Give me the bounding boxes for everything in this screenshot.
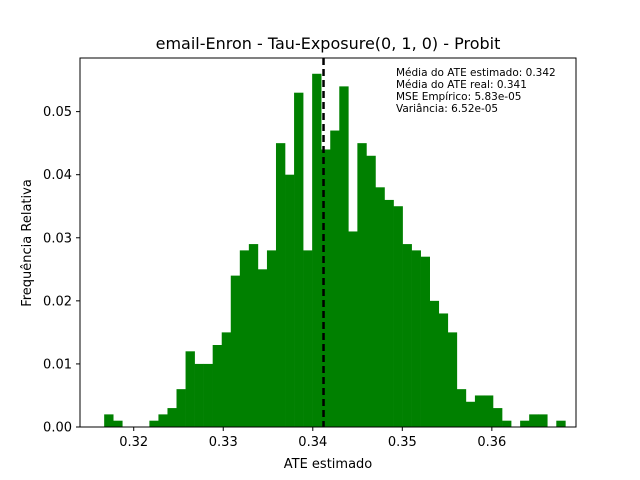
x-tick-label: 0.35 (388, 435, 417, 450)
histogram-bar (411, 250, 421, 427)
x-ticks: 0.32 0.33 0.34 0.35 0.36 (119, 427, 506, 450)
histogram-bar (194, 363, 204, 427)
histogram-bar (149, 420, 159, 427)
annotation-mean-real: Média do ATE real: 0.341 (396, 79, 527, 91)
y-tick-label: 0.02 (43, 294, 72, 309)
histogram-bar (456, 389, 467, 427)
histogram-bar (230, 275, 241, 427)
histogram-bar (221, 332, 232, 427)
histogram-bar (465, 401, 476, 427)
histogram-bar (212, 345, 223, 427)
bars-group (104, 73, 566, 428)
histogram-bar (438, 313, 449, 427)
histogram-bar (257, 269, 268, 427)
histogram-bar (312, 73, 322, 428)
histogram-bar (203, 363, 213, 427)
histogram-bar (104, 414, 114, 427)
histogram-bar (366, 155, 376, 427)
histogram-bar (502, 420, 512, 427)
histogram-bar (339, 86, 349, 427)
histogram-bar (556, 420, 566, 427)
x-tick-label: 0.32 (119, 435, 148, 450)
y-tick-label: 0.00 (43, 421, 72, 436)
histogram-bar (330, 130, 340, 428)
histogram-bar (393, 206, 403, 427)
x-axis-label: ATE estimado (284, 457, 373, 472)
annotation-variance: Variância: 6.52e-05 (396, 103, 498, 115)
histogram-bar (402, 244, 412, 427)
y-tick-label: 0.05 (43, 105, 72, 120)
histogram-bar (266, 250, 277, 427)
histogram-bar (185, 351, 195, 427)
histogram-bar (113, 420, 123, 427)
histogram-bar (447, 332, 458, 427)
axes-group (79, 57, 577, 428)
histogram-bar (285, 174, 295, 427)
histogram-bar (158, 414, 168, 427)
chart-title: email-Enron - Tau-Exposure(0, 1, 0) - Pr… (156, 34, 501, 53)
histogram-bar (493, 408, 503, 427)
histogram-bar (520, 420, 530, 427)
histogram-bar (357, 143, 367, 427)
histogram-bar (303, 250, 313, 427)
x-tick-label: 0.33 (209, 435, 238, 450)
histogram-bar (239, 250, 250, 427)
histogram-bar (375, 187, 385, 427)
histogram-bar (483, 395, 494, 427)
stats-annotations: Média do ATE estimado: 0.342 Média do AT… (396, 67, 556, 115)
y-ticks: 0.00 0.01 0.02 0.03 0.04 0.05 (43, 105, 80, 436)
histogram-bar (348, 231, 358, 427)
histogram-bar (167, 408, 177, 427)
histogram-bar (176, 389, 186, 427)
annotation-mean-estimated: Média do ATE estimado: 0.342 (396, 67, 556, 79)
histogram-bar (248, 244, 259, 427)
histogram-bar (384, 199, 394, 427)
histogram-bar (474, 395, 485, 427)
histogram-bar (538, 414, 548, 427)
plot-frame (79, 57, 577, 428)
y-tick-label: 0.03 (43, 231, 72, 246)
y-tick-label: 0.04 (43, 168, 72, 183)
histogram-bar (429, 300, 440, 427)
histogram-bar (420, 256, 430, 427)
histogram-bar (529, 414, 539, 427)
histogram-bar (294, 92, 304, 427)
histogram-bar (275, 143, 286, 427)
y-axis-label: Frequência Relativa (20, 179, 35, 307)
annotation-mse: MSE Empírico: 5.83e-05 (396, 91, 521, 103)
x-tick-label: 0.34 (298, 435, 327, 450)
x-tick-label: 0.36 (477, 435, 506, 450)
histogram-bar (321, 149, 331, 427)
y-tick-label: 0.01 (43, 357, 72, 372)
